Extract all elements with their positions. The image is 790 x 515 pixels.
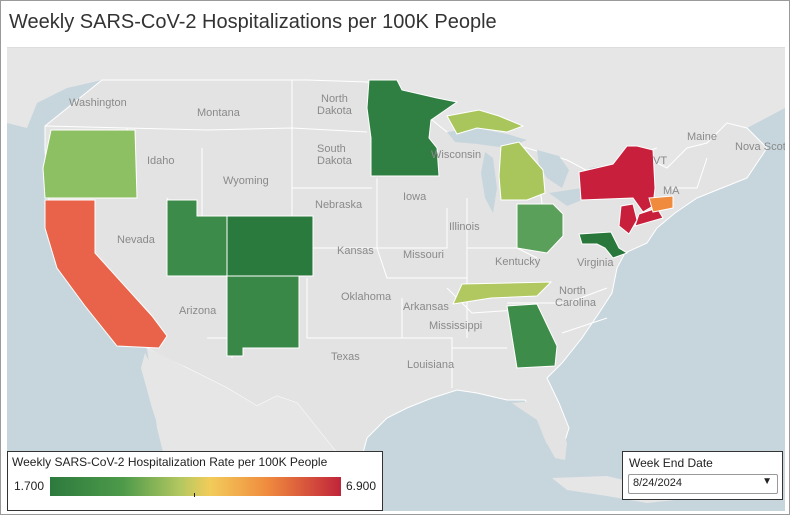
week-end-date-select[interactable]: 8/24/2024 ▼ (628, 474, 778, 494)
label-south-dakota-2: Dakota (317, 155, 353, 167)
map-area[interactable]: Washington Montana North Dakota South Da… (7, 47, 785, 511)
label-kentucky: Kentucky (495, 256, 541, 268)
label-mississippi: Mississippi (429, 320, 482, 332)
label-wyoming: Wyoming (223, 175, 269, 187)
label-missouri: Missouri (403, 249, 444, 261)
label-north-carolina-1: North (559, 285, 586, 297)
label-kansas: Kansas (337, 245, 374, 257)
color-legend: Weekly SARS-CoV-2 Hospitalization Rate p… (7, 451, 383, 511)
state-maryland[interactable] (578, 231, 629, 259)
state-new-york[interactable] (578, 145, 656, 213)
legend-title: Weekly SARS-CoV-2 Hospitalization Rate p… (12, 455, 328, 469)
state-michigan[interactable] (498, 141, 546, 201)
label-nova-scotia: Nova Scotia (735, 141, 785, 153)
label-iowa: Iowa (403, 191, 427, 203)
label-idaho: Idaho (147, 155, 175, 167)
label-maine: Maine (687, 131, 717, 143)
lake-superior (447, 128, 527, 148)
legend-max-value: 6.900 (346, 479, 377, 493)
label-wisconsin: Wisconsin (431, 149, 481, 161)
state-michigan-upper[interactable] (446, 109, 525, 135)
label-texas: Texas (331, 351, 360, 363)
state-new-mexico[interactable] (226, 275, 300, 357)
label-nevada: Nevada (117, 234, 156, 246)
label-nebraska: Nebraska (315, 199, 363, 211)
state-ohio[interactable] (516, 203, 564, 254)
legend-gradient-bar (50, 477, 341, 496)
label-louisiana: Louisiana (407, 359, 455, 371)
lake-huron (537, 150, 569, 188)
legend-min-value: 1.700 (14, 479, 45, 493)
us-map[interactable]: Washington Montana North Dakota South Da… (7, 48, 785, 511)
label-north-carolina-2: Carolina (555, 297, 597, 309)
label-north-dakota-2: Dakota (317, 105, 353, 117)
label-ma: MA (663, 185, 680, 197)
state-colorado[interactable] (226, 215, 314, 277)
label-montana: Montana (197, 107, 241, 119)
week-end-date-filter: Week End Date 8/24/2024 ▼ (622, 451, 783, 500)
label-north-dakota-1: North (321, 93, 348, 105)
label-oklahoma: Oklahoma (341, 291, 392, 303)
state-georgia[interactable] (506, 303, 558, 369)
filter-label: Week End Date (629, 456, 713, 470)
chevron-down-icon[interactable]: ▼ (762, 476, 772, 487)
state-tennessee[interactable] (452, 281, 553, 305)
label-arizona: Arizona (179, 305, 217, 317)
state-minnesota[interactable] (366, 79, 459, 177)
legend-tick-mark (194, 493, 195, 497)
state-california[interactable] (44, 199, 168, 349)
state-new-jersey[interactable] (618, 203, 638, 235)
select-value: 8/24/2024 (633, 477, 682, 489)
label-south-dakota-1: South (317, 143, 346, 155)
state-oregon[interactable] (42, 129, 138, 199)
lake-michigan (481, 152, 497, 213)
state-connecticut[interactable] (648, 195, 674, 213)
label-illinois: Illinois (449, 221, 480, 233)
label-vt: VT (653, 155, 667, 167)
state-borders (44, 80, 708, 388)
page-title: Weekly SARS-CoV-2 Hospitalizations per 1… (9, 11, 497, 33)
label-washington: Washington (69, 97, 127, 109)
florida-land (512, 400, 567, 460)
label-virginia: Virginia (577, 257, 614, 269)
label-arkansas: Arkansas (403, 301, 449, 313)
